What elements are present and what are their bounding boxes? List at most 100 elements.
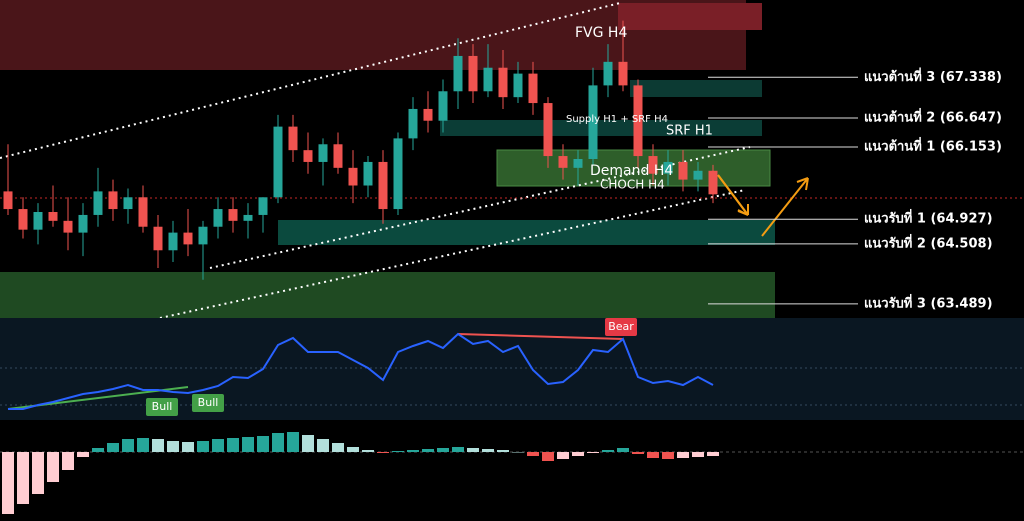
candle-body: [228, 209, 238, 221]
histogram-bar: [332, 443, 344, 452]
candle-body: [438, 91, 448, 121]
histogram-bar: [92, 448, 104, 452]
candle-body: [348, 167, 358, 186]
histogram-bar: [422, 449, 434, 452]
histogram-bar: [482, 449, 494, 452]
divergence: [457, 333, 624, 340]
histogram-bar: [347, 447, 359, 452]
level-label: แนวต้านที่ 2 (66.647): [864, 107, 1002, 125]
candle-body: [648, 156, 658, 174]
channel: [0, 2, 621, 159]
histogram-bar: [677, 452, 689, 458]
level-label: แนวต้านที่ 3 (67.338): [864, 67, 1002, 85]
histogram-bar: [212, 439, 224, 452]
histogram-bar: [122, 439, 134, 452]
level-label: แนวต้านที่ 1 (66.153): [864, 137, 1002, 155]
signal-label: Bull: [152, 400, 173, 413]
histogram-bar: [662, 452, 674, 459]
histogram-bar: [2, 452, 14, 514]
candle-body: [468, 55, 478, 92]
candle-body: [258, 197, 268, 215]
histogram-bar: [542, 452, 554, 461]
candle-body: [693, 170, 703, 180]
arrow: [717, 174, 749, 216]
histogram-bar: [317, 439, 329, 452]
histogram-bar: [182, 442, 194, 452]
rsi-line: [8, 332, 714, 410]
level-label: แนวรับที่ 3 (63.489): [864, 293, 993, 311]
candle-body: [363, 161, 373, 186]
histogram-bar: [632, 452, 644, 454]
candle-body: [393, 138, 403, 210]
histogram-bar: [137, 438, 149, 452]
histogram-bar: [242, 437, 254, 452]
channel: [159, 189, 746, 319]
signal-label: Bear: [608, 320, 634, 333]
candle-body: [318, 144, 328, 162]
level-label: แนวรับที่ 1 (64.927): [864, 209, 993, 227]
signal-label: Bull: [198, 396, 219, 409]
histogram-bar: [302, 435, 314, 452]
zone-label: Supply H1 + SRF H4: [566, 114, 668, 125]
histogram-bar: [17, 452, 29, 504]
candle-body: [243, 214, 253, 221]
candle-body: [288, 126, 298, 151]
histogram-bar: [377, 452, 389, 453]
candle-body: [138, 197, 148, 227]
candle-body: [543, 103, 553, 157]
histogram-bar: [62, 452, 74, 470]
histogram-bar: [527, 452, 539, 456]
histogram-bar: [587, 452, 599, 453]
candle-body: [303, 150, 313, 162]
histogram-bar: [707, 452, 719, 456]
zone: [278, 220, 775, 245]
zone-label: SRF H1: [666, 124, 713, 139]
candle-body: [558, 156, 568, 168]
candle-body: [588, 85, 598, 159]
candle-body: [453, 55, 463, 92]
candle-body: [18, 209, 28, 230]
zone: [440, 120, 762, 136]
candle-body: [603, 61, 613, 86]
candle-body: [423, 108, 433, 121]
candle-body: [3, 191, 13, 210]
zone: [0, 272, 775, 318]
signal-badge: [605, 318, 637, 336]
histogram-bar: [392, 451, 404, 452]
histogram-bar: [257, 436, 269, 452]
histogram-bar: [602, 450, 614, 452]
histogram-bar: [167, 441, 179, 452]
histogram-bar: [107, 443, 119, 452]
candle-body: [678, 161, 688, 180]
candle-body: [573, 159, 583, 168]
histogram-bar: [77, 452, 89, 457]
candle-body: [63, 220, 73, 233]
histogram-bar: [617, 448, 629, 452]
histogram-bar: [437, 448, 449, 452]
level-label: แนวรับที่ 2 (64.508): [864, 233, 993, 251]
candle-body: [93, 191, 103, 215]
histogram-bar: [197, 441, 209, 452]
candle-body: [528, 73, 538, 104]
candle-body: [168, 232, 178, 251]
histogram-bar: [152, 439, 164, 452]
candle-body: [78, 214, 88, 233]
candle-body: [483, 67, 493, 92]
histogram-bar: [287, 432, 299, 452]
candle-body: [213, 209, 223, 227]
histogram-bar: [557, 452, 569, 459]
histogram-bar: [47, 452, 59, 482]
histogram-bar: [32, 452, 44, 494]
histogram-bar: [362, 450, 374, 452]
histogram-bar: [452, 447, 464, 452]
histogram-bar: [227, 438, 239, 452]
candle-body: [183, 232, 193, 245]
zone: [630, 80, 762, 97]
candle-body: [123, 197, 133, 210]
histogram-bar: [512, 452, 524, 453]
candle-body: [273, 126, 283, 198]
histogram-bar: [497, 450, 509, 452]
arrow: [761, 177, 809, 237]
